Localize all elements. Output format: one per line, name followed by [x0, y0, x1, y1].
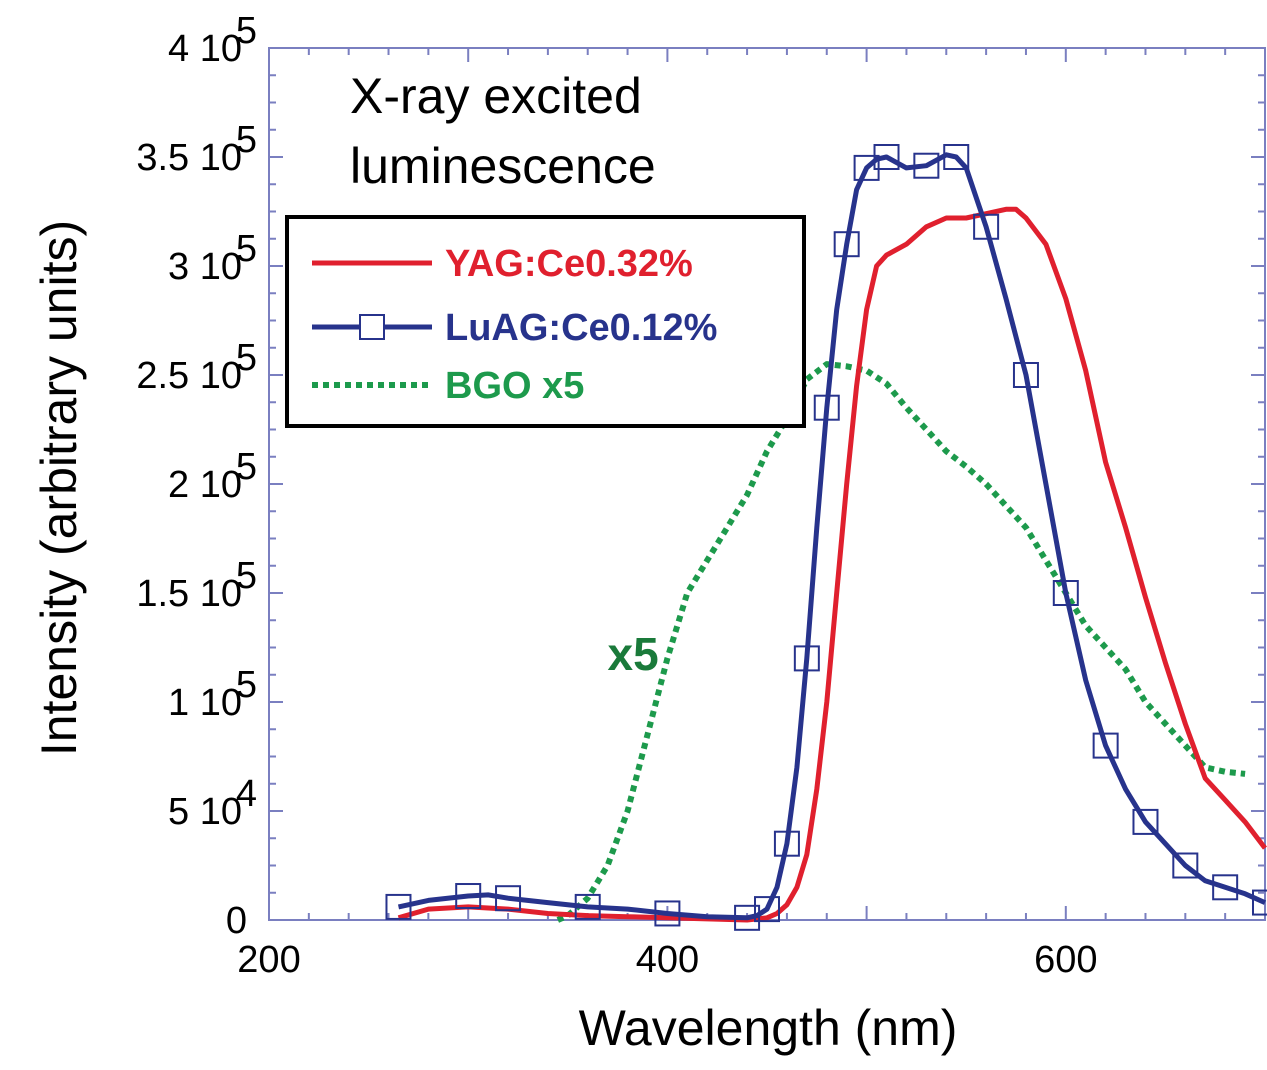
- y-tick-label-exponent: 5: [236, 664, 257, 706]
- y-tick-label: 5 10: [168, 791, 242, 833]
- x-axis-title: Wavelength (nm): [579, 1000, 958, 1056]
- y-tick-label: 1 10: [168, 682, 242, 724]
- series-yag-ce0-32: [397, 206, 1267, 923]
- legend: YAG:Ce0.32% LuAG:Ce0.12% BGO x5: [285, 215, 806, 428]
- x-tick-label: 200: [237, 939, 300, 981]
- series-marker-luag-ce0-12: [1012, 362, 1039, 388]
- y-tick-label-exponent: 5: [236, 10, 257, 52]
- series-marker-luag-ce0-12: [654, 900, 681, 927]
- y-tick-label-exponent: 5: [236, 119, 257, 161]
- y-tick-label-exponent: 5: [236, 555, 257, 597]
- series-marker-luag-ce0-12: [873, 144, 900, 170]
- series-bgo-x5: [556, 361, 1246, 923]
- series-marker-luag-ce0-12: [833, 231, 860, 258]
- y-tick-label: 2.5 10: [136, 355, 242, 397]
- legend-label-luag-ce0-12: LuAG:Ce0.12%: [445, 307, 717, 349]
- series-marker-luag-ce0-12: [813, 394, 840, 421]
- legend-label-yag-ce0-32: YAG:Ce0.32%: [445, 243, 693, 285]
- series-marker-luag-ce0-12: [973, 213, 1000, 240]
- y-tick-label-exponent: 4: [236, 773, 257, 815]
- y-tick-label: 1.5 10: [136, 573, 242, 615]
- series-marker-luag-ce0-12: [1052, 580, 1079, 606]
- x-tick-label: 600: [1034, 939, 1097, 981]
- series-line-bgo-x5: [556, 361, 1246, 923]
- series-marker-luag-ce0-12: [574, 893, 601, 920]
- bgo-scale-annotation: x5: [608, 628, 659, 680]
- legend-item-yag-ce0-32: YAG:Ce0.32%: [312, 243, 693, 285]
- legend-marker-luag-ce0-12: [359, 314, 385, 340]
- series-marker-luag-ce0-12: [943, 144, 970, 170]
- legend-label-bgo-x5: BGO x5: [445, 365, 584, 407]
- y-tick-label-exponent: 5: [236, 337, 257, 379]
- chart-title-line-2: luminescence: [350, 138, 656, 194]
- series-marker-luag-ce0-12: [495, 885, 522, 912]
- series-marker-luag-ce0-12: [913, 152, 940, 179]
- series-marker-luag-ce0-12: [1252, 889, 1267, 916]
- series-marker-luag-ce0-12: [1092, 732, 1119, 759]
- legend-item-bgo-x5: BGO x5: [312, 365, 584, 407]
- y-tick-label: 0: [226, 900, 247, 942]
- series-marker-luag-ce0-12: [1172, 852, 1199, 879]
- y-tick-label-exponent: 5: [236, 228, 257, 270]
- series-line-luag-ce0-12: [397, 152, 1267, 921]
- series-marker-luag-ce0-12: [1132, 808, 1159, 835]
- legend-box: [285, 215, 806, 428]
- series-luag-ce0-12: [385, 144, 1267, 931]
- y-axis-title: Intensity (arbitrary units): [31, 220, 87, 756]
- legend-item-luag-ce0-12: LuAG:Ce0.12%: [312, 307, 717, 349]
- series-marker-luag-ce0-12: [853, 154, 880, 181]
- series-marker-luag-ce0-12: [1212, 874, 1239, 901]
- y-tick-label: 3.5 10: [136, 137, 242, 179]
- series-marker-luag-ce0-12: [754, 896, 780, 923]
- legend-items: YAG:Ce0.32% LuAG:Ce0.12% BGO x5: [312, 243, 717, 407]
- series-line-yag-ce0-32: [397, 206, 1267, 923]
- y-tick-label: 4 10: [168, 28, 242, 70]
- series-marker-luag-ce0-12: [773, 830, 800, 857]
- y-tick-label: 3 10: [168, 246, 242, 288]
- series-marker-luag-ce0-12: [793, 645, 820, 672]
- series-marker-luag-ce0-12: [734, 904, 761, 931]
- y-tick-label: 2 10: [168, 464, 242, 506]
- series-layer: [385, 144, 1267, 931]
- x-tick-label: 400: [636, 939, 699, 981]
- series-marker-luag-ce0-12: [385, 893, 412, 920]
- chart-title-line-1: X-ray excited: [350, 68, 642, 124]
- y-tick-label-exponent: 5: [236, 446, 257, 488]
- series-marker-luag-ce0-12: [455, 883, 482, 910]
